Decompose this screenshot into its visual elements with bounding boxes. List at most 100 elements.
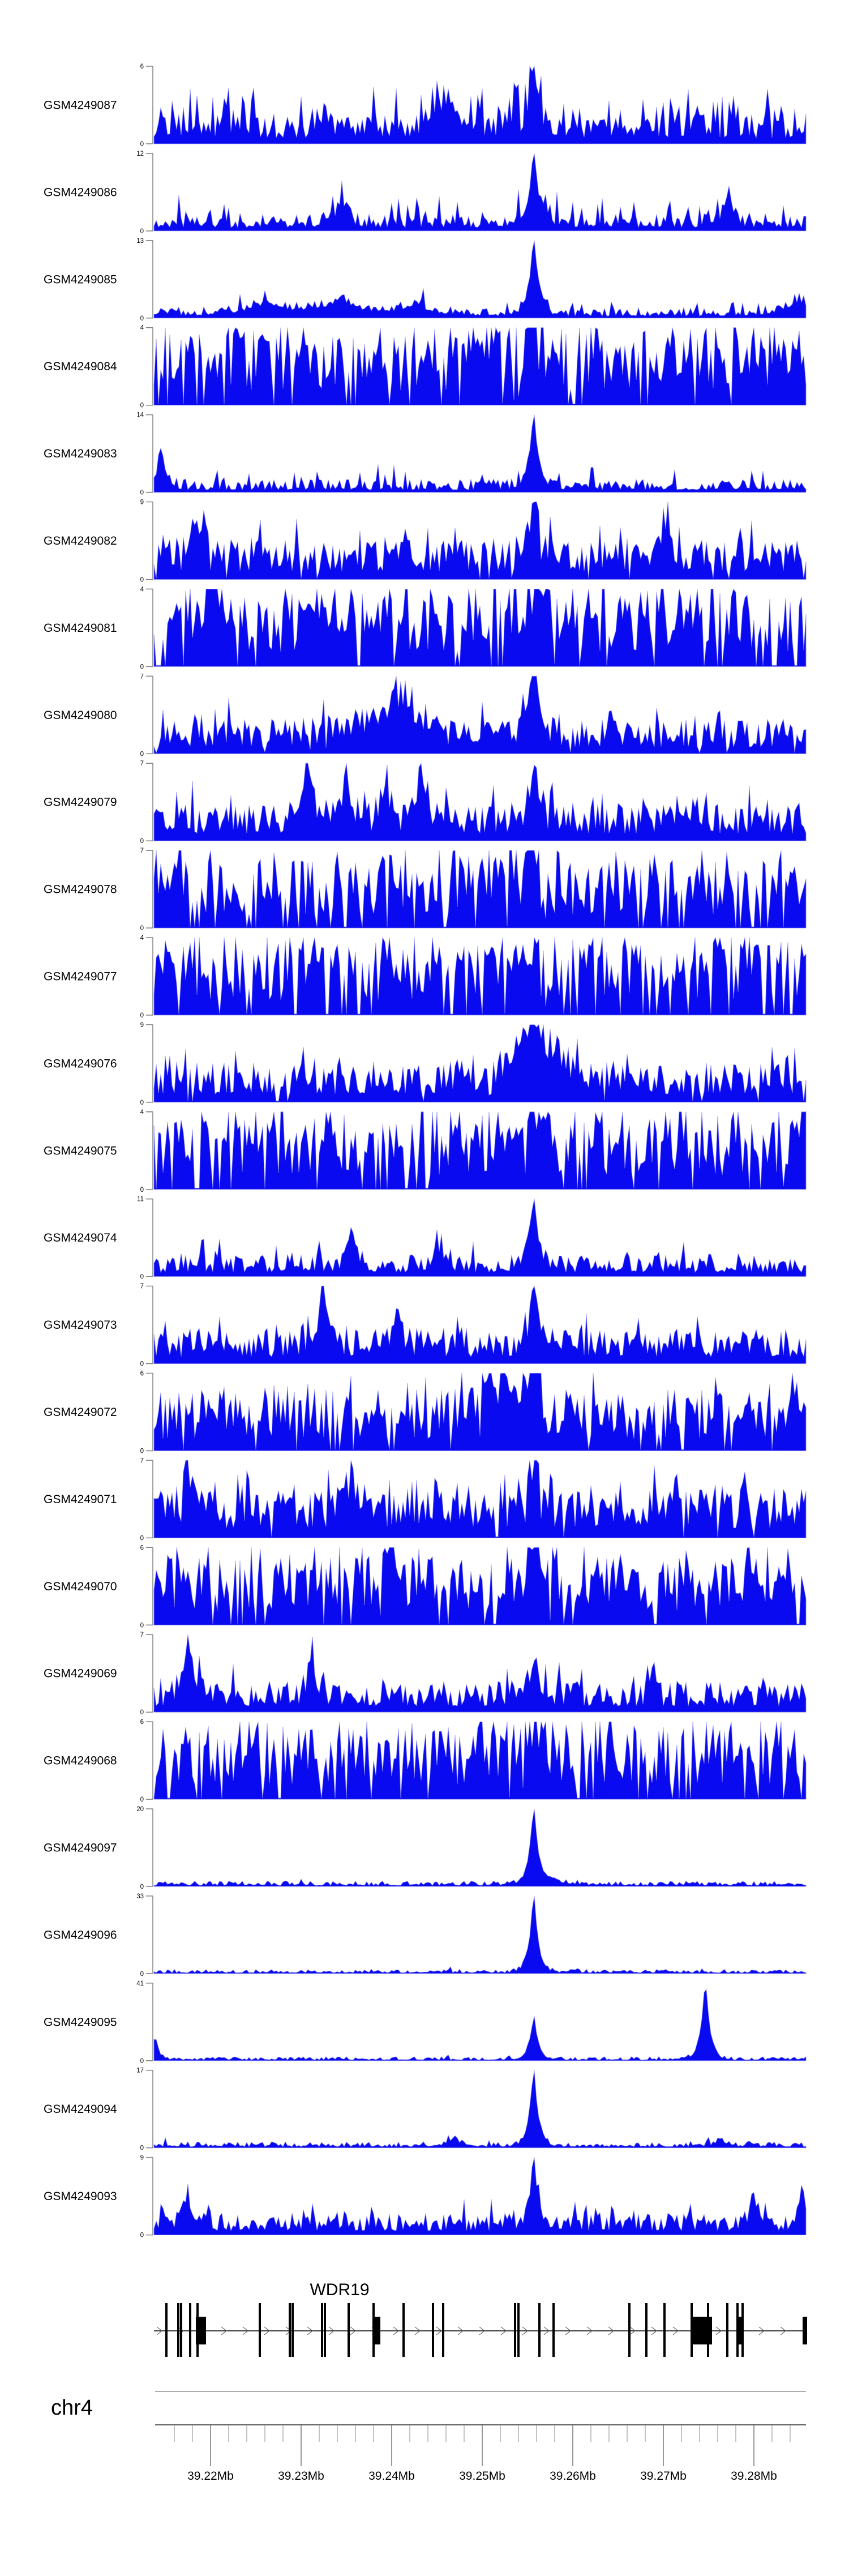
- strand-arrow-icon: [543, 2326, 550, 2335]
- track-sample-label: GSM4249068: [44, 1755, 117, 1768]
- track-row-GSM4249085: GSM4249085 13 0: [44, 238, 807, 322]
- exon-box: [196, 2317, 206, 2344]
- axis-tick-label: 39.25Mb: [459, 2470, 505, 2483]
- track-sample-label: GSM4249093: [44, 2190, 117, 2203]
- coverage-area: [153, 1547, 807, 1625]
- track-row-GSM4249074: GSM4249074 11 0: [44, 1196, 807, 1281]
- exon-bar: [517, 2303, 520, 2357]
- genome-axis-track: 39.22Mb 39.23Mb 39.24Mb 39.25Mb 39.26Mb 39.27…: [155, 2391, 806, 2483]
- y-zero-label: 0: [140, 228, 144, 235]
- strand-arrow-icon: [436, 2326, 442, 2335]
- y-zero-label: 0: [140, 925, 144, 932]
- exon-bar: [348, 2303, 350, 2357]
- track-sample-label: GSM4249071: [44, 1493, 117, 1506]
- coverage-area: [153, 675, 807, 754]
- y-zero-label: 0: [140, 2232, 144, 2239]
- gene-track-WDR19: [154, 2303, 807, 2357]
- y-max-label: 20: [136, 1806, 144, 1813]
- track-sample-label: GSM4249079: [44, 796, 117, 809]
- track-row-GSM4249072: GSM4249072 6 0: [44, 1371, 807, 1455]
- track-sample-label: GSM4249084: [44, 360, 117, 373]
- strand-arrow-icon: [522, 2326, 528, 2335]
- track-row-GSM4249077: GSM4249077 4 0: [44, 935, 807, 1019]
- track-row-GSM4249087: GSM4249087 6 0: [44, 63, 807, 148]
- exon-bar: [177, 2303, 179, 2357]
- coverage-area: [153, 327, 807, 406]
- exon-bar: [321, 2303, 323, 2357]
- y-zero-label: 0: [140, 403, 144, 409]
- track-row-GSM4249097: GSM4249097 20 0: [44, 1806, 807, 1890]
- strand-arrow-icon: [350, 2326, 356, 2335]
- track-sample-label: GSM4249074: [44, 1231, 117, 1244]
- coverage-area: [153, 65, 807, 144]
- y-zero-label: 0: [140, 664, 144, 670]
- axis-tick-label: 39.28Mb: [731, 2470, 777, 2483]
- coverage-area: [153, 1372, 807, 1451]
- coverage-area: [153, 1634, 807, 1713]
- coverage-area: [153, 936, 807, 1016]
- strand-arrow-icon: [156, 2326, 162, 2335]
- coverage-area: [153, 1460, 807, 1538]
- y-max-label: 4: [140, 935, 144, 942]
- coverage-area: [153, 850, 807, 928]
- y-max-label: 9: [140, 2155, 144, 2162]
- y-zero-label: 0: [140, 1796, 144, 1803]
- strand-arrow-icon: [307, 2326, 313, 2335]
- track-row-GSM4249086: GSM4249086 12 0: [44, 151, 807, 235]
- track-sample-label: GSM4249087: [44, 99, 117, 112]
- coverage-area: [153, 588, 807, 667]
- track-row-GSM4249094: GSM4249094 17 0: [44, 2068, 807, 2152]
- strand-arrow-icon: [715, 2326, 722, 2335]
- exon-bar: [291, 2303, 294, 2357]
- track-row-GSM4249096: GSM4249096 33 0: [44, 1893, 807, 1978]
- track-sample-label: GSM4249085: [44, 273, 117, 286]
- track-row-GSM4249073: GSM4249073 7 0: [44, 1283, 807, 1368]
- y-max-label: 12: [136, 151, 144, 157]
- y-zero-label: 0: [140, 1971, 144, 1978]
- track-sample-label: GSM4249076: [44, 1057, 117, 1070]
- track-row-GSM4249070: GSM4249070 6 0: [44, 1544, 807, 1629]
- y-max-label: 9: [140, 1022, 144, 1029]
- y-zero-label: 0: [140, 1099, 144, 1106]
- exon-bar: [538, 2303, 541, 2357]
- track-sample-label: GSM4249094: [44, 2103, 117, 2116]
- y-zero-label: 0: [140, 838, 144, 845]
- track-sample-label: GSM4249096: [44, 1928, 117, 1941]
- strand-arrow-icon: [242, 2326, 248, 2335]
- strand-arrow-icon: [565, 2326, 571, 2335]
- track-sample-label: GSM4249077: [44, 970, 117, 983]
- track-row-GSM4249076: GSM4249076 9 0: [44, 1022, 807, 1106]
- y-zero-label: 0: [140, 751, 144, 758]
- axis-tick-label: 39.24Mb: [368, 2470, 415, 2483]
- coverage-area: [153, 762, 807, 841]
- y-zero-label: 0: [140, 1884, 144, 1890]
- y-max-label: 4: [140, 325, 144, 332]
- track-row-GSM4249078: GSM4249078 7 0: [44, 848, 807, 932]
- y-max-label: 6: [140, 1544, 144, 1551]
- y-zero-label: 0: [140, 1361, 144, 1368]
- y-max-label: 7: [140, 848, 144, 854]
- y-max-label: 13: [136, 238, 144, 245]
- y-zero-label: 0: [140, 1535, 144, 1542]
- y-max-label: 11: [137, 1196, 144, 1203]
- chromosome-label: chr4: [51, 2396, 93, 2420]
- track-row-GSM4249082: GSM4249082 9 0: [44, 499, 807, 584]
- exon-box: [691, 2317, 712, 2344]
- track-row-GSM4249093: GSM4249093 9 0: [44, 2155, 807, 2239]
- y-max-label: 6: [140, 63, 144, 70]
- y-max-label: 4: [140, 586, 144, 593]
- exon-bar: [259, 2303, 261, 2357]
- track-row-GSM4249071: GSM4249071 7 0: [44, 1457, 807, 1542]
- y-max-label: 7: [140, 673, 144, 680]
- track-row-GSM4249083: GSM4249083 14 0: [44, 412, 807, 497]
- strand-arrow-icon: [221, 2326, 227, 2335]
- track-row-GSM4249068: GSM4249068 6 0: [44, 1719, 807, 1803]
- y-zero-label: 0: [140, 1622, 144, 1629]
- track-sample-label: GSM4249072: [44, 1406, 117, 1419]
- coverage-area: [153, 1199, 807, 1277]
- exon-box: [374, 2317, 380, 2344]
- y-zero-label: 0: [140, 577, 144, 584]
- coverage-area: [153, 502, 807, 580]
